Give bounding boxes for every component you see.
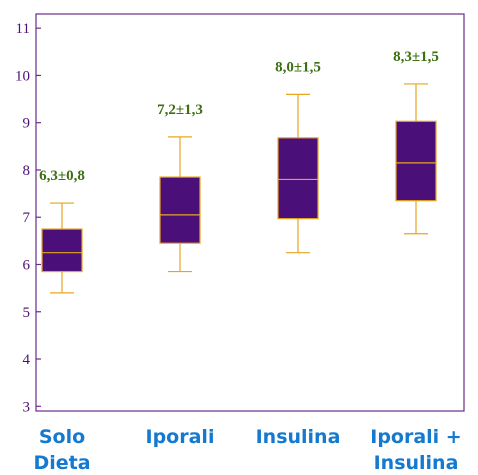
box-iqr	[277, 137, 319, 220]
y-tick-label: 5	[23, 305, 31, 321]
box-group	[159, 136, 201, 273]
y-tick-label: 3	[23, 399, 31, 415]
category-label: Dieta	[33, 452, 90, 474]
category-label: Insulina	[374, 452, 459, 474]
category-label: Solo	[39, 426, 85, 448]
data-label: 7,2±1,3	[157, 102, 203, 118]
box-iqr	[395, 120, 437, 202]
y-tick-label: 4	[23, 352, 31, 368]
y-tick-label: 6	[23, 257, 31, 273]
category-label: Insulina	[256, 426, 341, 448]
data-label: 6,3±0,8	[39, 168, 85, 184]
data-label: 8,0±1,5	[275, 59, 321, 75]
y-axis: 3 4 5 6 7 8 9 10 11	[15, 21, 41, 415]
data-labels: 6,3±0,8 7,2±1,3 8,0±1,5 8,3±1,5	[39, 49, 439, 184]
box-group	[395, 83, 437, 235]
category-label: Iporali +	[370, 426, 461, 448]
y-tick-label: 10	[15, 68, 30, 84]
x-axis-categories: Solo Dieta Iporali Insulina Iporali + Insulin…	[33, 426, 461, 474]
y-tick-label: 9	[23, 116, 31, 132]
data-label: 8,3±1,5	[393, 49, 439, 65]
y-tick-label: 8	[23, 163, 31, 179]
box-iqr	[41, 228, 83, 273]
category-label: Iporali	[146, 426, 215, 448]
box-iqr	[159, 176, 201, 244]
box-group	[277, 93, 319, 254]
box-group	[41, 202, 83, 294]
boxes	[41, 83, 437, 294]
y-tick-label: 11	[16, 21, 30, 37]
plot-frame	[35, 13, 465, 412]
y-tick-label: 7	[23, 210, 31, 226]
